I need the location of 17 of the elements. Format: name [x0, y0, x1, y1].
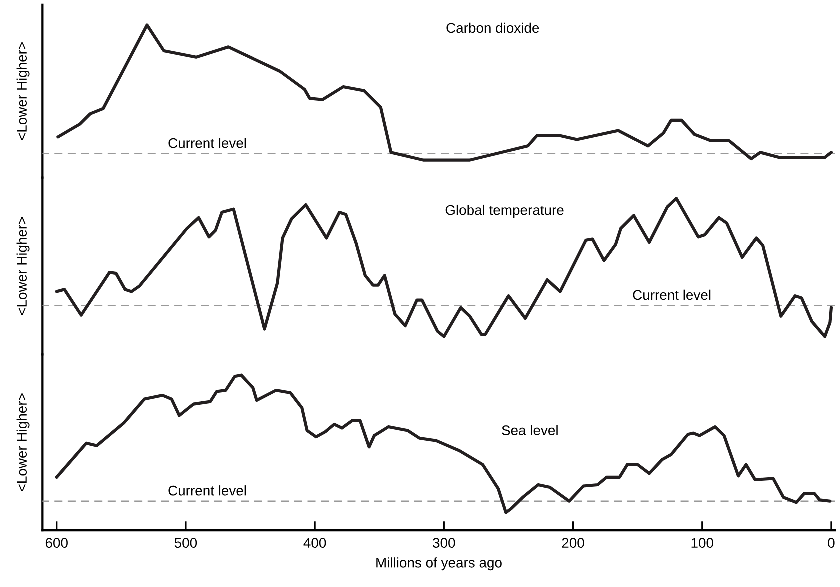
ref-line-label: Current level [168, 486, 246, 496]
y-axis-title: <Lower Higher> [16, 42, 30, 141]
x-tick-label: 100 [692, 538, 714, 548]
text: Sea level [502, 425, 558, 436]
x-tick-label: 600 [46, 538, 68, 548]
x-tick-label: 300 [433, 538, 456, 548]
ref-line-label: Current level [633, 290, 711, 300]
chart-title: Global temperature [446, 205, 564, 218]
y-axis-title: <Lower Higher> [16, 218, 30, 316]
x-tick-label: 400 [304, 538, 326, 548]
x-tick-label: 200 [562, 538, 584, 548]
y-axis-title: <Lower Higher> [16, 394, 30, 492]
x-tick-label: 0 [828, 538, 835, 548]
x-tick-label: 500 [174, 538, 198, 548]
ref-line-label: Current level [168, 138, 246, 149]
chart-title: Carbon dioxide [446, 23, 540, 34]
x-axis-title: Millions of years ago [376, 558, 502, 571]
